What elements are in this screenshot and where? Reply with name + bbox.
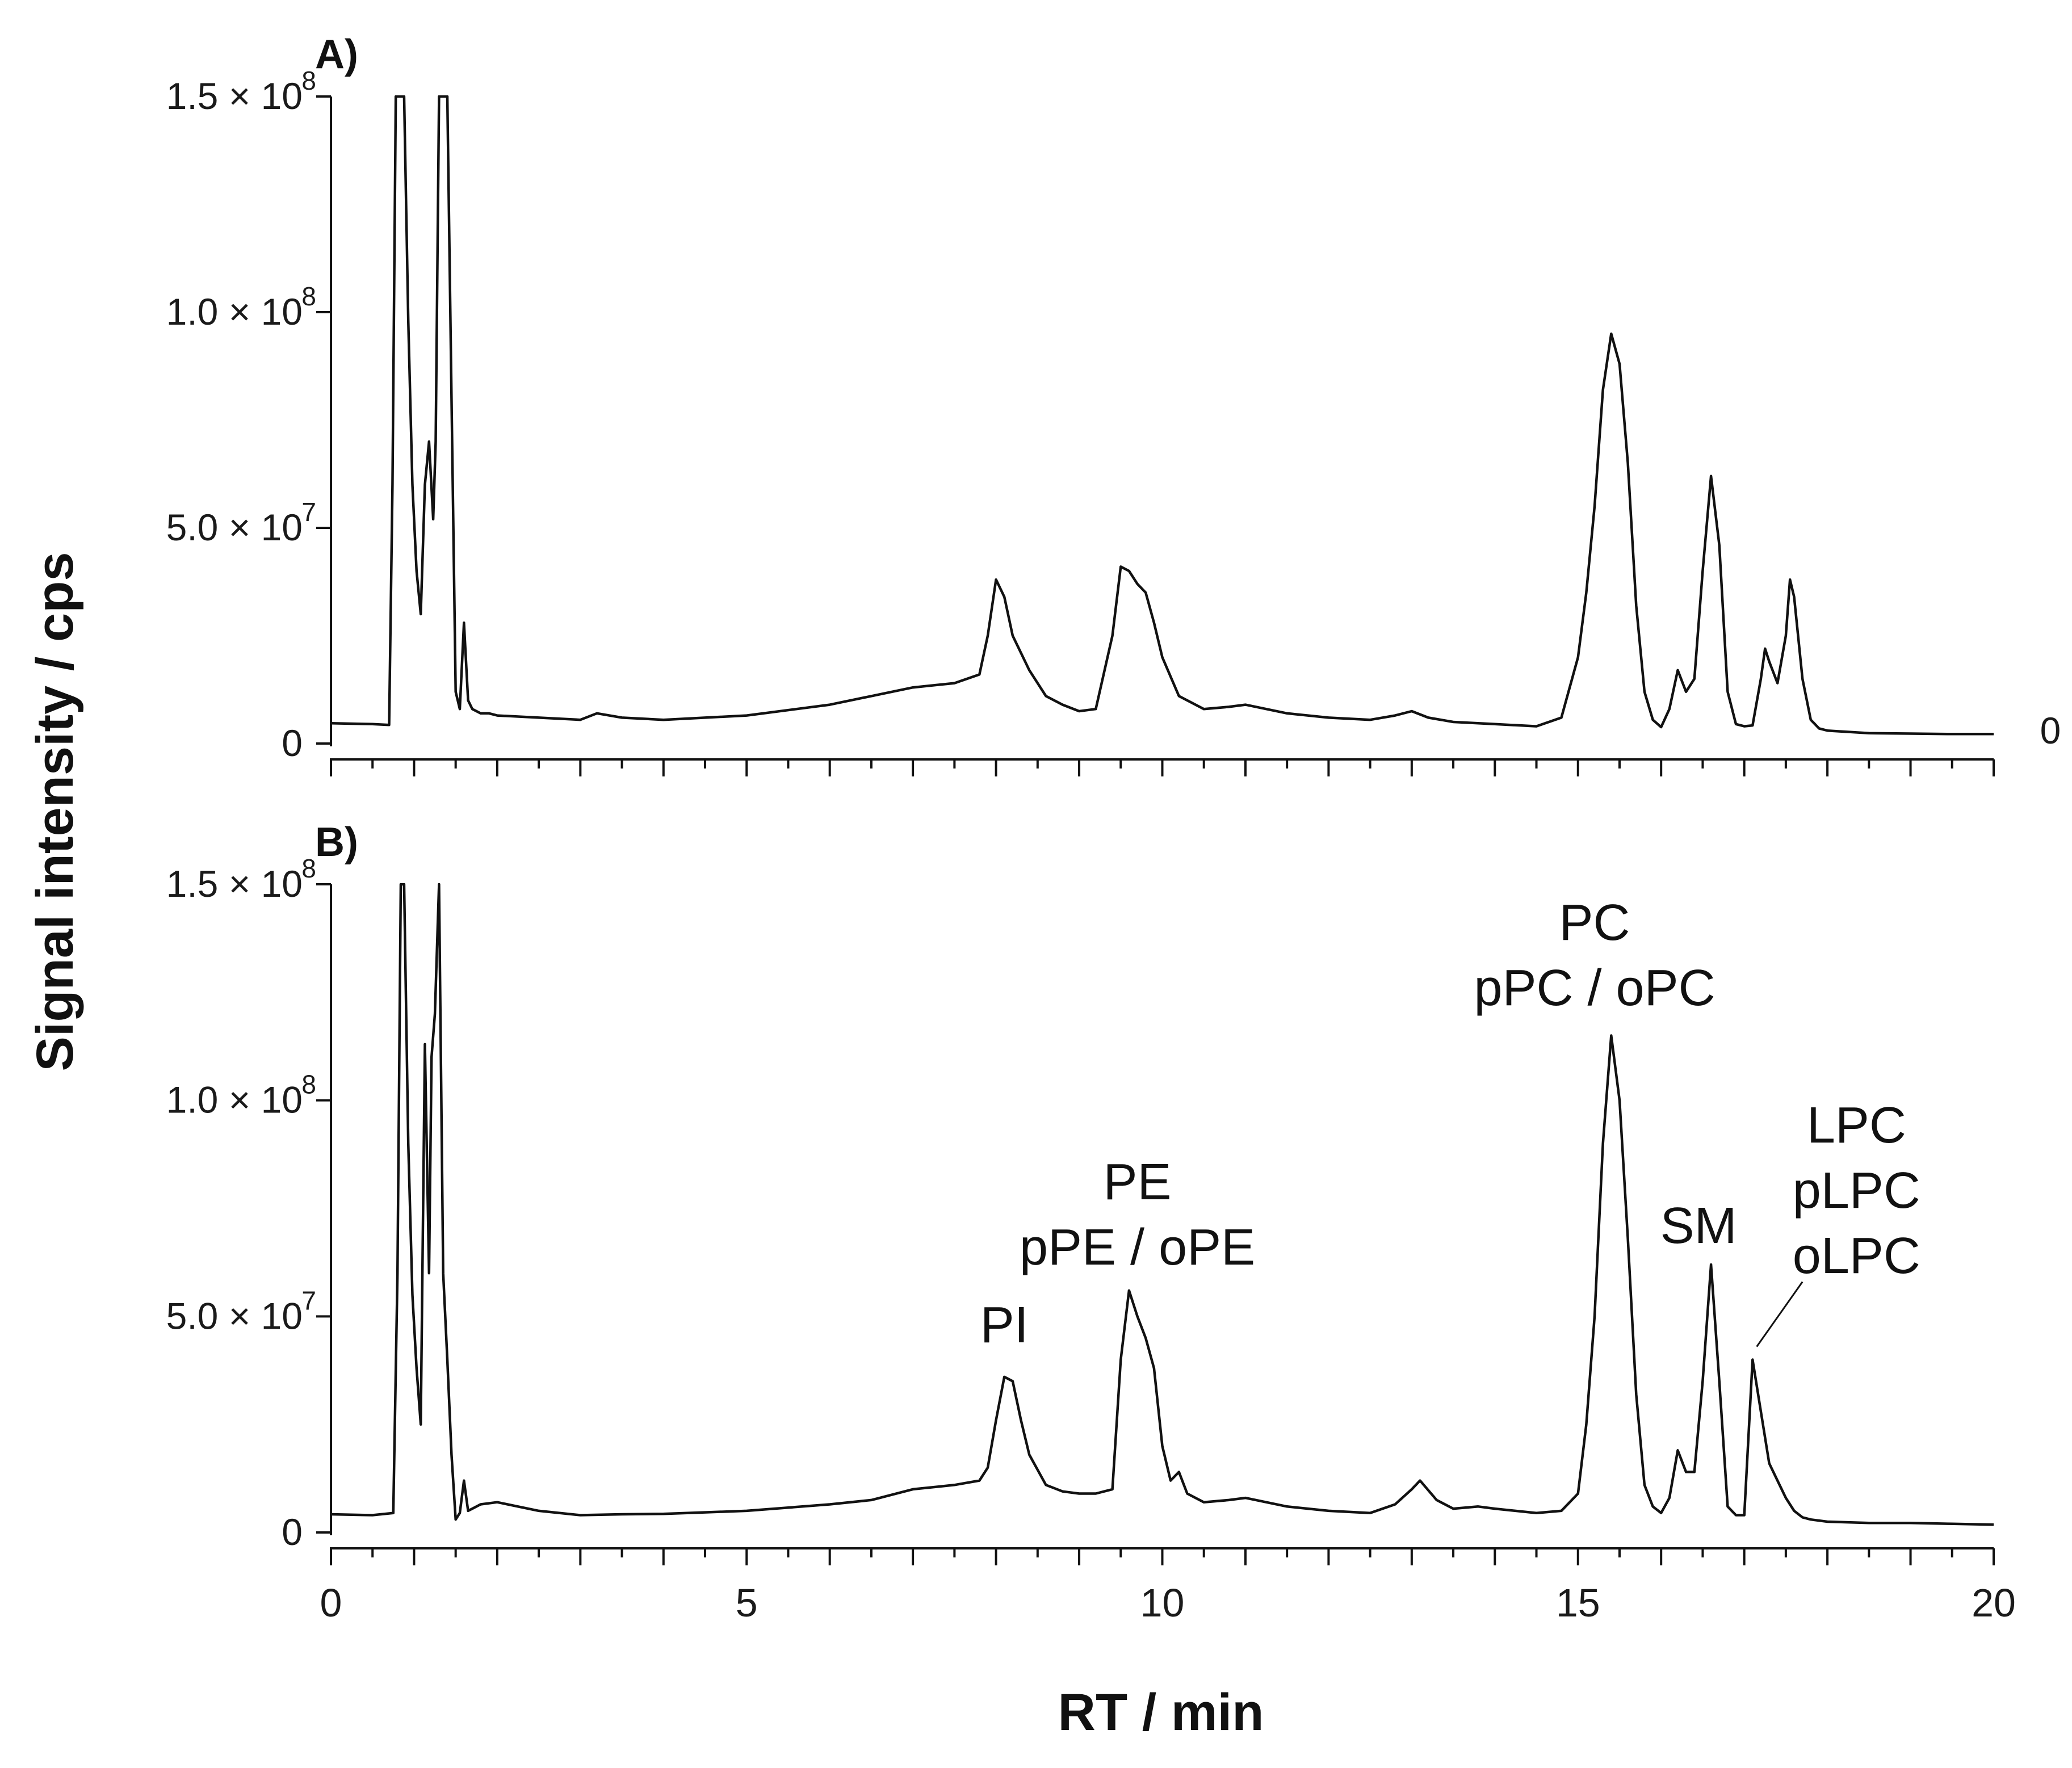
x-tick-label: 10 [1140, 1581, 1185, 1625]
y-tick-label: 1.5 × 10 [166, 75, 303, 117]
y-tick-exponent: 8 [301, 66, 316, 95]
peak-annotation: pPE / oPE [1020, 1219, 1255, 1276]
y-tick-label: 1.5 × 10 [166, 863, 303, 905]
peak-annotation: PE [1104, 1154, 1172, 1211]
y-tick-exponent: 8 [301, 854, 316, 883]
y-tick-label: 1.0 × 10 [166, 291, 303, 333]
x-axis-title: RT / min [1058, 1683, 1264, 1741]
x-tick-label: 15 [1556, 1581, 1600, 1625]
peak-annotation: pLPC [1793, 1162, 1920, 1219]
y-tick-label: 0 [282, 1511, 303, 1553]
y-tick-label: 5.0 × 10 [166, 506, 303, 548]
peak-annotation: PI [980, 1297, 1029, 1354]
panel-label: B) [315, 820, 358, 865]
x-tick-label: 5 [736, 1581, 758, 1625]
right-axis-label: 0 [2040, 709, 2061, 751]
peak-annotation: oLPC [1793, 1228, 1920, 1284]
y-tick-exponent: 7 [301, 1286, 316, 1315]
panel-label: A) [315, 32, 358, 77]
y-axis-title: Signal intensity / cps [26, 552, 84, 1071]
chromatogram-trace [331, 95, 1994, 736]
y-tick-exponent: 8 [301, 282, 316, 311]
y-tick-label: 5.0 × 10 [166, 1295, 303, 1337]
y-tick-exponent: 8 [301, 1070, 316, 1099]
chromatogram-trace [331, 883, 1994, 1526]
lpc-leader-line [1756, 1281, 1803, 1347]
peak-annotation: LPC [1807, 1097, 1906, 1154]
peak-annotation: pPC / oPC [1474, 960, 1715, 1017]
y-tick-label: 0 [282, 722, 303, 764]
x-tick-label: 20 [1972, 1581, 2016, 1625]
peak-annotation: SM [1660, 1198, 1737, 1254]
y-tick-label: 1.0 × 10 [166, 1079, 303, 1121]
peak-annotation: PC [1559, 895, 1630, 951]
y-tick-exponent: 7 [301, 497, 316, 527]
x-tick-label: 0 [320, 1581, 342, 1625]
